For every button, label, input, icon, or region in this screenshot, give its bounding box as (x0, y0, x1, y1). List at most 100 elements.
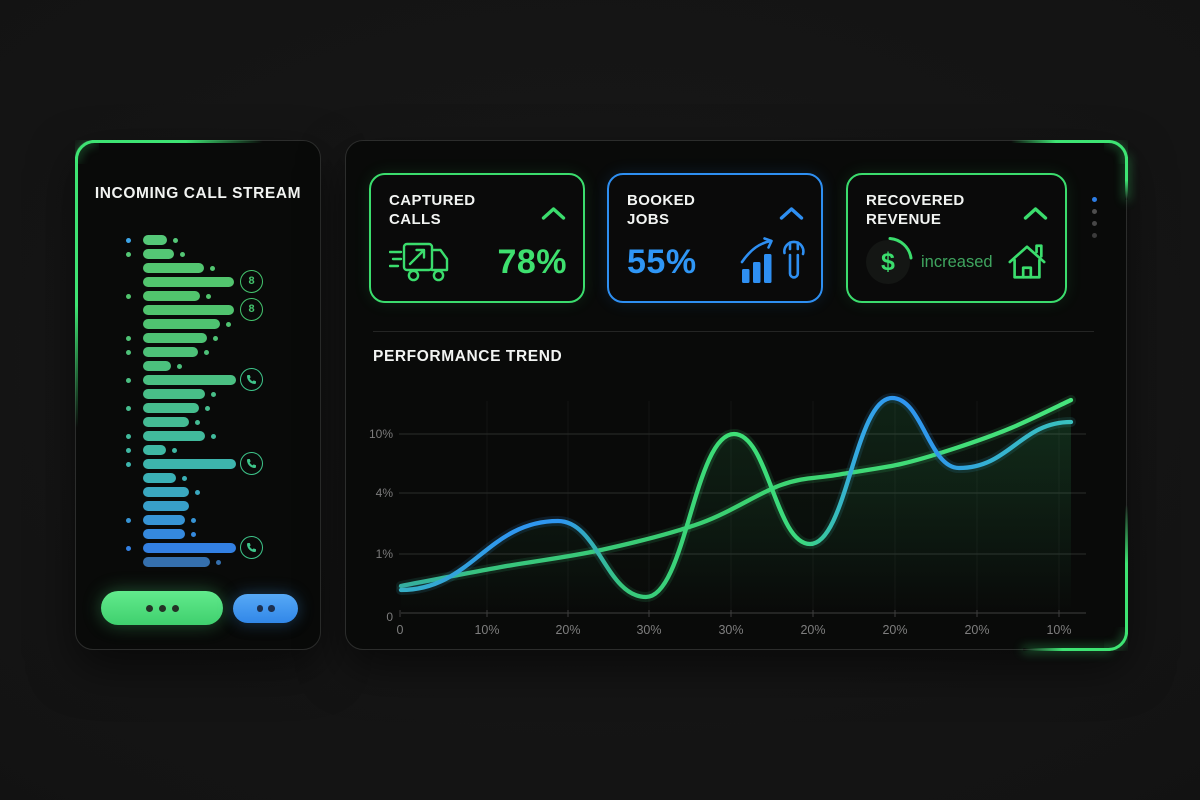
bar-lead-dot (126, 237, 131, 243)
call-volume-bar (143, 487, 189, 497)
call-volume-bar (143, 333, 207, 343)
x-axis-label: 0 (397, 623, 404, 637)
pill-dot (158, 604, 166, 612)
call-bar-row (76, 291, 320, 301)
badge-8-icon: 8 (240, 298, 263, 321)
pill-dot (268, 605, 275, 612)
bar-trail-dot (206, 293, 211, 299)
neon-corner-arc (1105, 139, 1128, 162)
call-action-button-green[interactable] (101, 591, 223, 625)
x-axis-label: 20% (800, 623, 825, 637)
bar-trail-dot (204, 349, 209, 355)
bar-lead-dot (126, 545, 131, 551)
call-volume-bar (143, 361, 171, 371)
call-bar-row (76, 249, 320, 259)
y-axis-label: 10% (369, 427, 393, 441)
pill-dot (256, 605, 263, 612)
call-volume-bar (143, 431, 205, 441)
steady-growth-line (398, 397, 1074, 589)
x-axis-label: 30% (636, 623, 661, 637)
call-bar-row (76, 403, 320, 413)
bar-trail-dot (173, 237, 178, 243)
bar-trail-dot (182, 475, 187, 481)
call-volume-bar (143, 529, 185, 539)
call-volume-bar (143, 249, 174, 259)
trend-section-title: PERFORMANCE TREND (373, 348, 563, 365)
recovered-revenue-value: increased (921, 252, 993, 271)
oscillating-line (398, 395, 1074, 600)
stat-card-captured-calls[interactable]: CAPTURED CALLS 78% (369, 173, 585, 303)
vertical-dots-menu[interactable] (1092, 197, 1097, 238)
call-bar-row (76, 333, 320, 343)
call-volume-bar (143, 291, 200, 301)
menu-dot (1092, 233, 1097, 238)
card-title: RECOVERED REVENUE (866, 192, 965, 228)
x-axis-label: 20% (964, 623, 989, 637)
call-volume-bar (143, 305, 234, 315)
bar-trail-dot (210, 265, 215, 271)
badge-8-icon: 8 (240, 270, 263, 293)
call-bar-row (76, 529, 320, 539)
bar-lead-dot (126, 405, 131, 411)
bar-lead-dot (126, 377, 131, 383)
stat-card-booked-jobs[interactable]: BOOKED JOBS 55% (607, 173, 823, 303)
chevron-up-icon[interactable] (540, 206, 567, 221)
neon-accent-top-left (91, 139, 263, 143)
x-axis-label: 20% (555, 623, 580, 637)
bar-trail-dot (205, 405, 210, 411)
chevron-up-icon[interactable] (778, 206, 805, 221)
bar-trail-dot (226, 321, 231, 327)
y-axis-label: 1% (376, 547, 394, 561)
bar-lead-dot (126, 447, 131, 453)
call-bar-row (76, 417, 320, 427)
bar-trail-dot (191, 531, 196, 537)
call-bar-row (76, 452, 320, 475)
call-bar-row (76, 473, 320, 483)
bar-trail-dot (211, 391, 216, 397)
call-bar-row (76, 445, 320, 455)
booked-jobs-value: 55% (627, 242, 697, 281)
call-bar-row (76, 347, 320, 357)
bar-trail-dot (177, 363, 182, 369)
call-volume-bar (143, 515, 185, 525)
x-axis-label: 10% (1046, 623, 1071, 637)
bar-trail-dot (211, 433, 216, 439)
call-volume-bar (143, 277, 234, 287)
captured-calls-value: 78% (497, 242, 567, 281)
dollar-circle-icon: $ (866, 237, 913, 284)
neon-corner-arc (1105, 628, 1128, 651)
x-axis-label: 30% (718, 623, 743, 637)
x-axis-label: 20% (882, 623, 907, 637)
growth-bars-wrench-icon (740, 237, 805, 283)
call-bar-row (76, 536, 320, 559)
menu-dot (1092, 197, 1097, 202)
bar-lead-dot (126, 349, 131, 355)
pill-dot (171, 604, 179, 612)
bar-trail-dot (172, 447, 177, 453)
y-axis-label: 4% (376, 486, 394, 500)
call-volume-bar (143, 417, 189, 427)
bar-lead-dot (126, 433, 131, 439)
call-volume-bar (143, 375, 236, 385)
card-title: CAPTURED CALLS (389, 192, 476, 228)
neon-accent-right-top (1124, 156, 1128, 200)
call-bar-row (76, 515, 320, 525)
stat-card-recovered-revenue[interactable]: RECOVERED REVENUE $ increased (846, 173, 1067, 303)
call-volume-bar (143, 473, 176, 483)
call-volume-bar (143, 389, 205, 399)
call-volume-bar (143, 235, 167, 245)
call-bar-row: 8 (76, 270, 320, 293)
bar-lead-dot (126, 293, 131, 299)
call-volume-bar (143, 347, 198, 357)
bar-trail-dot (195, 489, 200, 495)
chevron-up-icon[interactable] (1022, 206, 1049, 221)
card-title: BOOKED JOBS (627, 192, 696, 228)
call-action-button-blue[interactable] (233, 594, 298, 623)
bar-lead-dot (126, 517, 131, 523)
dashboard-panel: CAPTURED CALLS 78% (345, 139, 1128, 651)
performance-trend-chart: 10% 4% 1% 00 10% 20% 30% 30% 20% 20% 20% 10% (369, 392, 1086, 637)
call-volume-bar (143, 501, 189, 511)
call-bar-row (76, 487, 320, 497)
